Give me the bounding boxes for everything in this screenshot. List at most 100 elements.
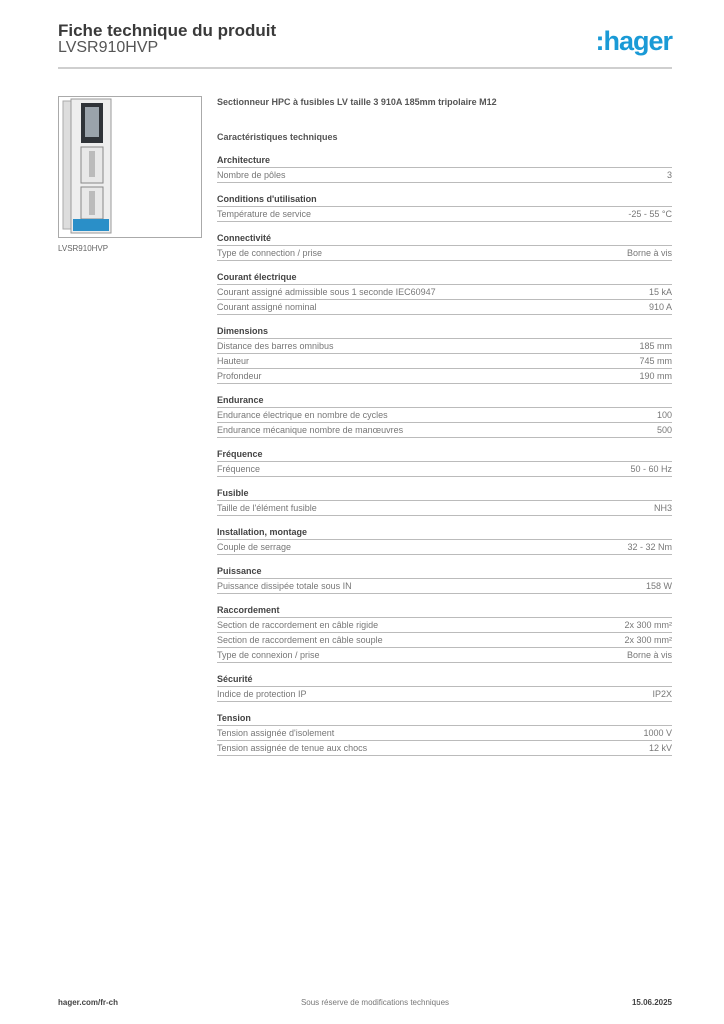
spec-label: Courant assigné admissible sous 1 second… xyxy=(217,287,436,297)
image-caption: LVSR910HVP xyxy=(58,244,109,253)
spec-row: Tension assignée de tenue aux chocs 12 kV xyxy=(217,741,672,756)
header-divider xyxy=(58,67,672,69)
spec-row: Endurance mécanique nombre de manœuvres 5… xyxy=(217,423,672,438)
spec-row: Section de raccordement en câble souple 2… xyxy=(217,633,672,648)
spec-label: Courant assigné nominal xyxy=(217,302,317,312)
spec-label: Fréquence xyxy=(217,464,261,474)
spec-group: Conditions d'utilisation Température de s… xyxy=(217,192,672,222)
spec-value: 2x 300 mm² xyxy=(624,635,672,645)
spec-label: Profondeur xyxy=(217,371,262,381)
spec-value: 190 mm xyxy=(639,371,672,381)
spec-group: Endurance Endurance électrique en nombre … xyxy=(217,393,672,438)
spec-sheet: Sectionneur HPC à fusibles LV taille 3 9… xyxy=(217,95,672,756)
spec-group: Courant électrique Courant assigné admiss… xyxy=(217,270,672,315)
spec-value: 2x 300 mm² xyxy=(624,620,672,630)
group-heading: Fréquence xyxy=(217,447,672,462)
spec-value: Borne à vis xyxy=(626,650,672,660)
spec-label: Hauteur xyxy=(217,356,250,366)
fuse-switch-illustration xyxy=(62,98,112,234)
spec-value: 745 mm xyxy=(639,356,672,366)
group-heading: Dimensions xyxy=(217,324,672,339)
spec-group: Puissance Puissance dissipée totale sous … xyxy=(217,564,672,594)
group-heading: Fusible xyxy=(217,486,672,501)
spec-value: 158 W xyxy=(645,581,672,591)
spec-label: Distance des barres omnibus xyxy=(217,341,334,351)
spec-label: Température de service xyxy=(217,209,312,219)
spec-value: 3 xyxy=(666,170,672,180)
spec-label: Couple de serrage xyxy=(217,542,292,552)
spec-row: Couple de serrage 32 - 32 Nm xyxy=(217,540,672,555)
spec-row: Section de raccordement en câble rigide 2… xyxy=(217,618,672,633)
spec-label: Section de raccordement en câble rigide xyxy=(217,620,379,630)
hager-logo: :hager xyxy=(595,26,673,57)
spec-value: 100 xyxy=(656,410,672,420)
spec-group: Installation, montage Couple de serrage 32… xyxy=(217,525,672,555)
spec-value: IP2X xyxy=(652,689,672,699)
group-heading: Courant électrique xyxy=(217,270,672,285)
group-heading: Conditions d'utilisation xyxy=(217,192,672,207)
spec-value: 50 - 60 Hz xyxy=(630,464,672,474)
product-description: Sectionneur HPC à fusibles LV taille 3 9… xyxy=(217,97,497,107)
spec-row: Nombre de pôles 3 xyxy=(217,168,672,183)
spec-row: Fréquence 50 - 60 Hz xyxy=(217,462,672,477)
spec-value: 12 kV xyxy=(648,743,672,753)
spec-row: Type de connexion / prise Borne à vis xyxy=(217,648,672,663)
spec-row: Courant assigné nominal 910 A xyxy=(217,300,672,315)
product-reference: LVSR910HVP xyxy=(58,39,159,56)
spec-group: Fusible Taille de l'élément fusible NH3 xyxy=(217,486,672,516)
spec-row: Distance des barres omnibus 185 mm xyxy=(217,339,672,354)
group-heading: Connectivité xyxy=(217,231,672,246)
spec-row: Taille de l'élément fusible NH3 xyxy=(217,501,672,516)
spec-label: Tension assignée d'isolement xyxy=(217,728,335,738)
group-heading: Raccordement xyxy=(217,603,672,618)
spec-value: NH3 xyxy=(653,503,672,513)
page-title: Fiche technique du produit xyxy=(58,21,277,40)
spec-row: Puissance dissipée totale sous IN 158 W xyxy=(217,579,672,594)
product-image xyxy=(58,96,202,238)
spec-group: Sécurité Indice de protection IP IP2X xyxy=(217,672,672,702)
spec-label: Type de connexion / prise xyxy=(217,650,320,660)
spec-label: Tension assignée de tenue aux chocs xyxy=(217,743,368,753)
spec-row: Profondeur 190 mm xyxy=(217,369,672,384)
group-heading: Tension xyxy=(217,711,672,726)
footer-website-link[interactable]: hager.com/fr-ch xyxy=(58,998,119,1007)
spec-row: Indice de protection IP IP2X xyxy=(217,687,672,702)
logo-text: :hager xyxy=(595,26,673,56)
spec-label: Section de raccordement en câble souple xyxy=(217,635,383,645)
footer-date: 15.06.2025 xyxy=(631,998,672,1007)
spec-label: Type de connection / prise xyxy=(217,248,323,258)
group-heading: Puissance xyxy=(217,564,672,579)
spec-label: Endurance mécanique nombre de manœuvres xyxy=(217,425,404,435)
spec-label: Indice de protection IP xyxy=(217,689,307,699)
spec-group: Architecture Nombre de pôles 3 xyxy=(217,153,672,183)
spec-group: Fréquence Fréquence 50 - 60 Hz xyxy=(217,447,672,477)
spec-group: Connectivité Type de connection / prise Bo… xyxy=(217,231,672,261)
spec-row: Hauteur 745 mm xyxy=(217,354,672,369)
group-heading: Sécurité xyxy=(217,672,672,687)
footer-notice: Sous réserve de modifications techniques xyxy=(300,998,450,1007)
spec-row: Tension assignée d'isolement 1000 V xyxy=(217,726,672,741)
spec-label: Endurance électrique en nombre de cycles xyxy=(217,410,388,420)
spec-value: 500 xyxy=(656,425,672,435)
spec-row: Type de connection / prise Borne à vis xyxy=(217,246,672,261)
spec-value: 1000 V xyxy=(643,728,672,738)
group-heading: Endurance xyxy=(217,393,672,408)
section-title: Caractéristiques techniques xyxy=(217,132,338,142)
spec-label: Puissance dissipée totale sous IN xyxy=(217,581,352,591)
spec-value: -25 - 55 °C xyxy=(628,209,672,219)
spec-value: Borne à vis xyxy=(626,248,672,258)
group-heading: Architecture xyxy=(217,153,672,168)
spec-group: Tension Tension assignée d'isolement 1000 … xyxy=(217,711,672,756)
spec-value: 32 - 32 Nm xyxy=(627,542,672,552)
group-heading: Installation, montage xyxy=(217,525,672,540)
spec-label: Nombre de pôles xyxy=(217,170,286,180)
spec-groups: Architecture Nombre de pôles 3 Conditions d… xyxy=(217,153,672,756)
spec-value: 185 mm xyxy=(639,341,672,351)
spec-group: Dimensions Distance des barres omnibus 185… xyxy=(217,324,672,384)
spec-value: 910 A xyxy=(648,302,672,312)
spec-row: Courant assigné admissible sous 1 second… xyxy=(217,285,672,300)
spec-group: Raccordement Section de raccordement en c… xyxy=(217,603,672,663)
spec-label: Taille de l'élément fusible xyxy=(217,503,317,513)
spec-row: Température de service -25 - 55 °C xyxy=(217,207,672,222)
spec-row: Endurance électrique en nombre de cycles… xyxy=(217,408,672,423)
